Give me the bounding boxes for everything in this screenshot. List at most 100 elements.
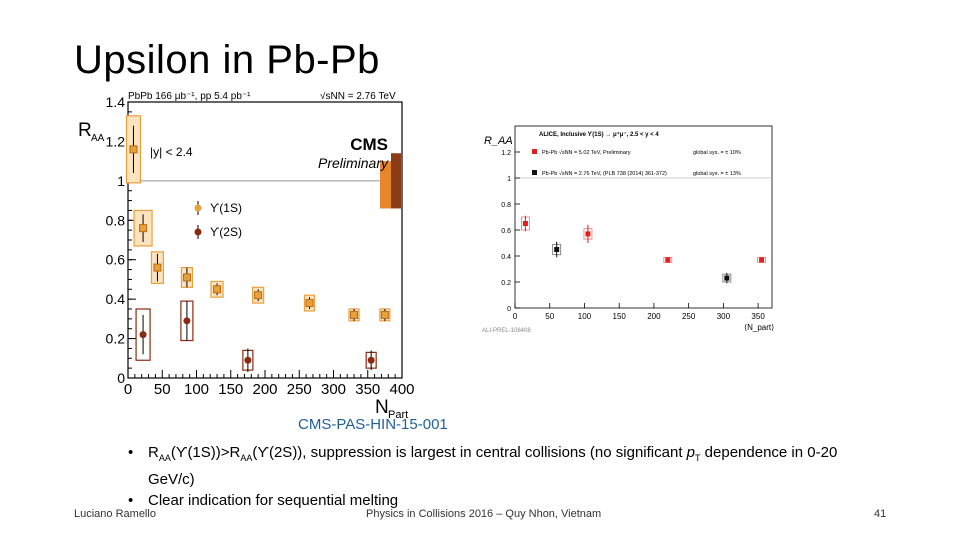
raa-sub: AA (240, 453, 253, 463)
bullet-text: (ϒ(2S)), suppression is largest in centr… (252, 444, 687, 461)
x-tick-label: 50 (545, 312, 554, 321)
watermark: ALI-PREL-108408 (482, 328, 531, 334)
legend-marker (194, 204, 202, 212)
experiment-label: CMS (350, 135, 388, 154)
x-tick-label: 300 (717, 312, 731, 321)
pt-sub: T (695, 453, 701, 463)
data-point (665, 257, 671, 263)
data-point (182, 273, 191, 282)
footer-conference: Physics in Collisions 2016 – Quy Nhon, V… (366, 508, 602, 520)
x-tick-label: 350 (355, 381, 380, 398)
syst-box (583, 228, 593, 240)
x-tick-label: 250 (287, 381, 312, 398)
y-tick-label: 0.6 (106, 252, 126, 268)
data-point (254, 291, 263, 300)
alice-raa-chart: 0 50 100 150 200 250 300 350 0 0.2 0.4 0.6 0.8 1 1.2 R_… (482, 125, 774, 334)
bullet-text: Clear indication for sequential melting (148, 492, 399, 509)
data-point (585, 231, 591, 237)
x-tick-label: 150 (218, 381, 243, 398)
x-tick-label: 0 (513, 312, 518, 321)
syst-label: global sys. = ± 13% (693, 171, 741, 177)
y-tick-label: 1.2 (106, 133, 126, 149)
reference-label: CMS-PAS-HIN-15-001 (298, 416, 448, 433)
x-tick-label: 150 (613, 312, 627, 321)
y-axis-label: R (78, 120, 92, 141)
x-tick-label: 200 (647, 312, 661, 321)
status-label: Preliminary (318, 155, 389, 171)
global-syst-box-2s (391, 153, 401, 209)
slide-title: Upsilon in Pb-Pb (74, 38, 380, 82)
x-tick-label: 250 (682, 312, 696, 321)
bullet-item: • Clear indication for sequential meltin… (128, 490, 878, 511)
y-tick-label: 1 (117, 173, 125, 189)
global-syst-box-1s (380, 161, 391, 209)
y-tick-label: 1.2 (501, 150, 511, 157)
x-tick-label: 400 (389, 381, 414, 398)
bullet-text: (ϒ(1S))>R (170, 444, 241, 461)
x-tick-label: 300 (321, 381, 346, 398)
footer-author: Luciano Ramello (74, 508, 156, 520)
syst-box (552, 243, 562, 256)
syst-box (135, 308, 151, 361)
data-point (153, 263, 162, 272)
y-tick-label: 1.4 (106, 94, 126, 110)
bullet-text: dependence in 0-20 GeV/c) (148, 444, 838, 488)
syst-box (663, 256, 673, 263)
legend-marker (532, 149, 537, 154)
data-point (305, 299, 314, 308)
legend-label: ϒ(2S) (210, 225, 242, 239)
syst-label: global sys. = ± 10% (693, 150, 741, 156)
data-point (139, 224, 148, 233)
x-tick-label: 0 (124, 381, 132, 398)
bullet-dot: • (128, 492, 134, 509)
data-point (380, 310, 389, 319)
data-point (350, 310, 359, 319)
y-tick-label: 0.2 (106, 331, 126, 347)
legend-marker (194, 228, 202, 236)
data-point (139, 331, 147, 339)
y-axis-label-sub: AA (91, 133, 105, 144)
x-tick-label: 100 (578, 312, 592, 321)
y-tick-label: 0.4 (106, 291, 126, 307)
x-axis-label: N (375, 397, 389, 418)
page-number: 41 (874, 508, 887, 520)
x-axis-label: ⟨N_part⟩ (744, 323, 774, 332)
syst-box (757, 256, 766, 263)
legend-label: Pb-Pb √sNN = 2.76 TeV, (PLB 738 (2014) 3… (542, 170, 667, 177)
data-point (244, 356, 252, 364)
legend-label: ϒ(1S) (210, 201, 242, 215)
x-tick-label: 350 (751, 312, 765, 321)
y-tick-label: 0 (117, 370, 125, 386)
y-tick-label: 0.6 (501, 228, 511, 235)
data-point (129, 145, 138, 154)
y-tick-label: 0.2 (501, 280, 511, 287)
y-tick-label: 0 (507, 306, 511, 313)
alice-header: ALICE, Inclusive ϒ(1S) → μ⁺μ⁻, 2.5 < y <… (539, 131, 659, 138)
syst-box (521, 216, 530, 231)
data-point (183, 317, 191, 325)
legend-label: Pb-Pb √sNN = 5.02 TeV, Preliminary (542, 149, 631, 156)
lumi-label: PbPb 166 μb⁻¹, pp 5.4 pb⁻¹ (128, 92, 251, 102)
data-point (522, 221, 528, 226)
y-tick-label: 0.8 (106, 212, 126, 228)
bullet-dot: • (128, 444, 134, 461)
x-axis-label-sub: Part (388, 409, 408, 421)
plot-frame (514, 125, 773, 309)
legend-marker (532, 170, 537, 175)
y-tick-label: 0.4 (501, 254, 511, 261)
data-point (554, 247, 560, 252)
x-tick-label: 50 (154, 381, 171, 398)
x-tick-label: 100 (184, 381, 209, 398)
cms-raa-chart: 0 50 100 150 200 250 300 350 400 0 0.2 0.4 0.6 0.8 1 1.… (78, 92, 415, 421)
syst-box (722, 273, 732, 283)
bullet-item: • RAA(ϒ(1S))>RAA(ϒ(2S)), suppression is … (128, 442, 878, 490)
x-tick-label: 200 (252, 381, 277, 398)
raa-sub: AA (158, 453, 171, 463)
data-point (724, 275, 730, 281)
y-tick-label: 1 (507, 176, 511, 183)
y-tick-label: 0.8 (501, 202, 511, 209)
data-point (213, 285, 222, 294)
energy-label: √sNN = 2.76 TeV (320, 92, 396, 102)
cut-label: |y| < 2.4 (150, 145, 193, 159)
data-point (367, 356, 375, 364)
